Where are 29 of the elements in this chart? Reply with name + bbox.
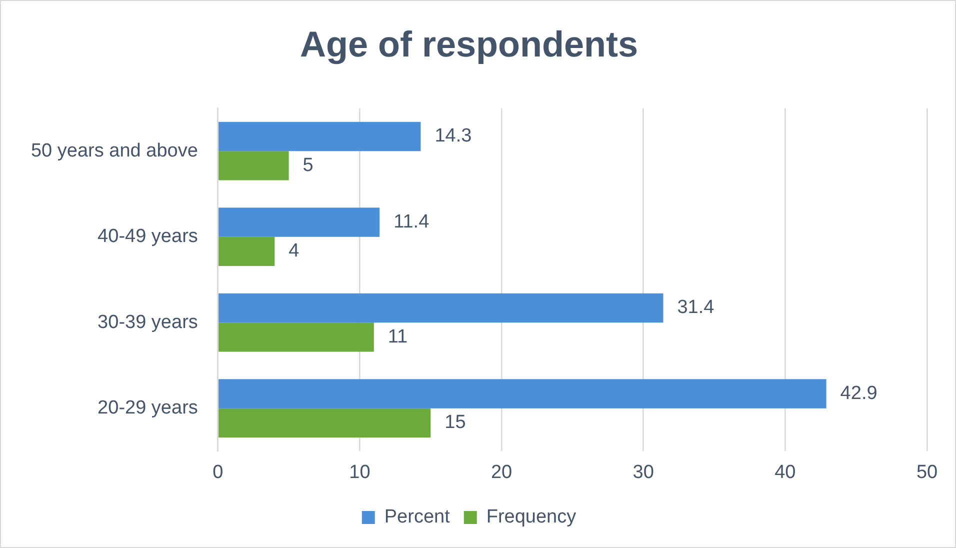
bar bbox=[218, 122, 421, 152]
x-tick-label: 50 bbox=[916, 462, 938, 483]
bar bbox=[218, 379, 826, 408]
legend-label: Frequency bbox=[486, 506, 577, 528]
x-tick-label: 10 bbox=[349, 462, 370, 483]
bar bbox=[218, 293, 664, 323]
data-label: 11 bbox=[388, 326, 408, 348]
x-tick-label: 0 bbox=[212, 462, 224, 483]
legend-label: Percent bbox=[384, 506, 451, 528]
bar bbox=[218, 236, 275, 266]
bar bbox=[218, 408, 431, 438]
y-tick-label: 20-29 years bbox=[98, 398, 198, 419]
x-tick-label: 20 bbox=[490, 462, 512, 483]
data-label: 11.4 bbox=[394, 211, 430, 232]
data-label: 15 bbox=[444, 412, 466, 434]
data-label: 5 bbox=[302, 154, 314, 176]
bar bbox=[218, 208, 380, 237]
data-label: 42.9 bbox=[840, 382, 878, 404]
data-label: 4 bbox=[288, 240, 300, 262]
data-label: 31.4 bbox=[677, 297, 715, 318]
y-tick-label: 50 years and above bbox=[30, 140, 198, 162]
x-tick-label: 40 bbox=[774, 462, 796, 483]
bar bbox=[218, 151, 289, 180]
y-tick-label: 30-39 years bbox=[98, 312, 198, 333]
x-tick-label: 30 bbox=[632, 462, 654, 483]
data-label: 14.3 bbox=[434, 126, 472, 147]
bar bbox=[218, 322, 374, 352]
y-tick-label: 40-49 years bbox=[98, 226, 198, 248]
chart-title: Age of respondents bbox=[300, 24, 638, 65]
